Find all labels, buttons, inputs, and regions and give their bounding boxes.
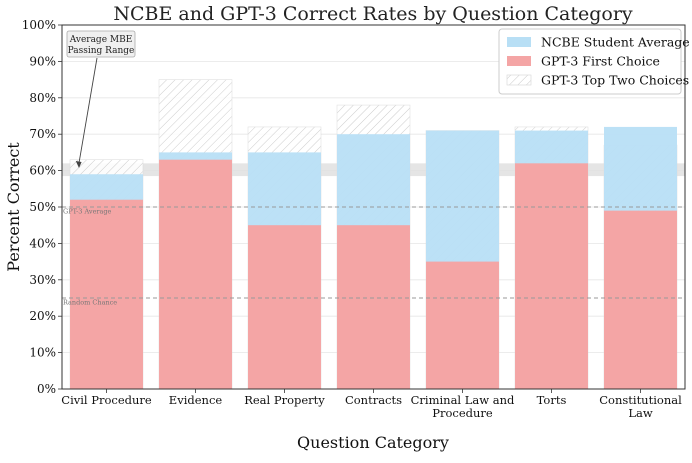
y-tick-label: 80% [29,91,56,105]
y-tick-label: 100% [22,18,56,32]
x-tick-label: Law [628,406,652,420]
legend-label-gpt3-first: GPT-3 First Choice [541,54,660,69]
passing-range-annotation: Average MBE Passing Range [66,30,136,168]
x-tick-label: Criminal Law and [411,393,515,407]
legend: NCBE Student Average GPT-3 First Choice … [498,28,690,95]
ref-label-gpt-3-average: GPT-3 Average [63,208,112,216]
bar-gpt3-first-contracts [337,225,410,389]
y-tick-label: 20% [29,309,56,323]
y-tick-label: 10% [29,346,56,360]
legend-box [498,28,682,95]
y-tick-label: 30% [29,273,56,287]
x-tick-label: Procedure [432,406,493,420]
x-tick-label: Real Property [244,393,325,407]
x-tick-label: Evidence [169,393,223,407]
x-tick-label: Torts [537,393,567,407]
annotation-line-2: Passing Range [68,46,135,56]
y-tick-label: 60% [29,164,56,178]
x-axis-title: Question Category [297,433,449,452]
x-tick-label: Civil Procedure [61,393,152,407]
legend-swatch-gpt3-top-two [506,74,532,86]
x-tick-label: Contracts [345,393,402,407]
annotation-box [66,30,136,58]
y-tick-label: 50% [29,200,56,214]
annotation-arrowhead [75,160,82,168]
y-tick-label: 0% [37,382,56,396]
chart-title: NCBE and GPT-3 Correct Rates by Question… [113,3,633,25]
bar-gpt3-first-constitutional-law [604,210,677,389]
legend-label-gpt3-top-two: GPT-3 Top Two Choices [541,73,689,88]
y-axis-title: Percent Correct [4,142,23,272]
bar-gpt3-first-real-property [248,225,321,389]
plot-frame [61,24,686,390]
ref-label-random-chance: Random Chance [63,299,117,307]
y-tick-label: 70% [29,127,56,141]
bar-gpt3-first-civil-procedure [70,199,143,389]
bar-gpt3-first-evidence [159,159,232,389]
annotation-arrow [78,57,98,164]
legend-swatch-gpt3-first [507,56,531,66]
legend-label-ncbe: NCBE Student Average [541,35,690,50]
bar-gpt3-first-torts [515,163,588,389]
y-tick-label: 40% [29,236,56,250]
y-tick-label: 90% [29,54,56,68]
annotation-line-1: Average MBE [69,35,133,45]
x-tick-label: Constitutional [599,393,682,407]
legend-swatch-ncbe [507,37,531,47]
bar-gpt3-first-criminal-law-and-procedure [426,261,499,389]
